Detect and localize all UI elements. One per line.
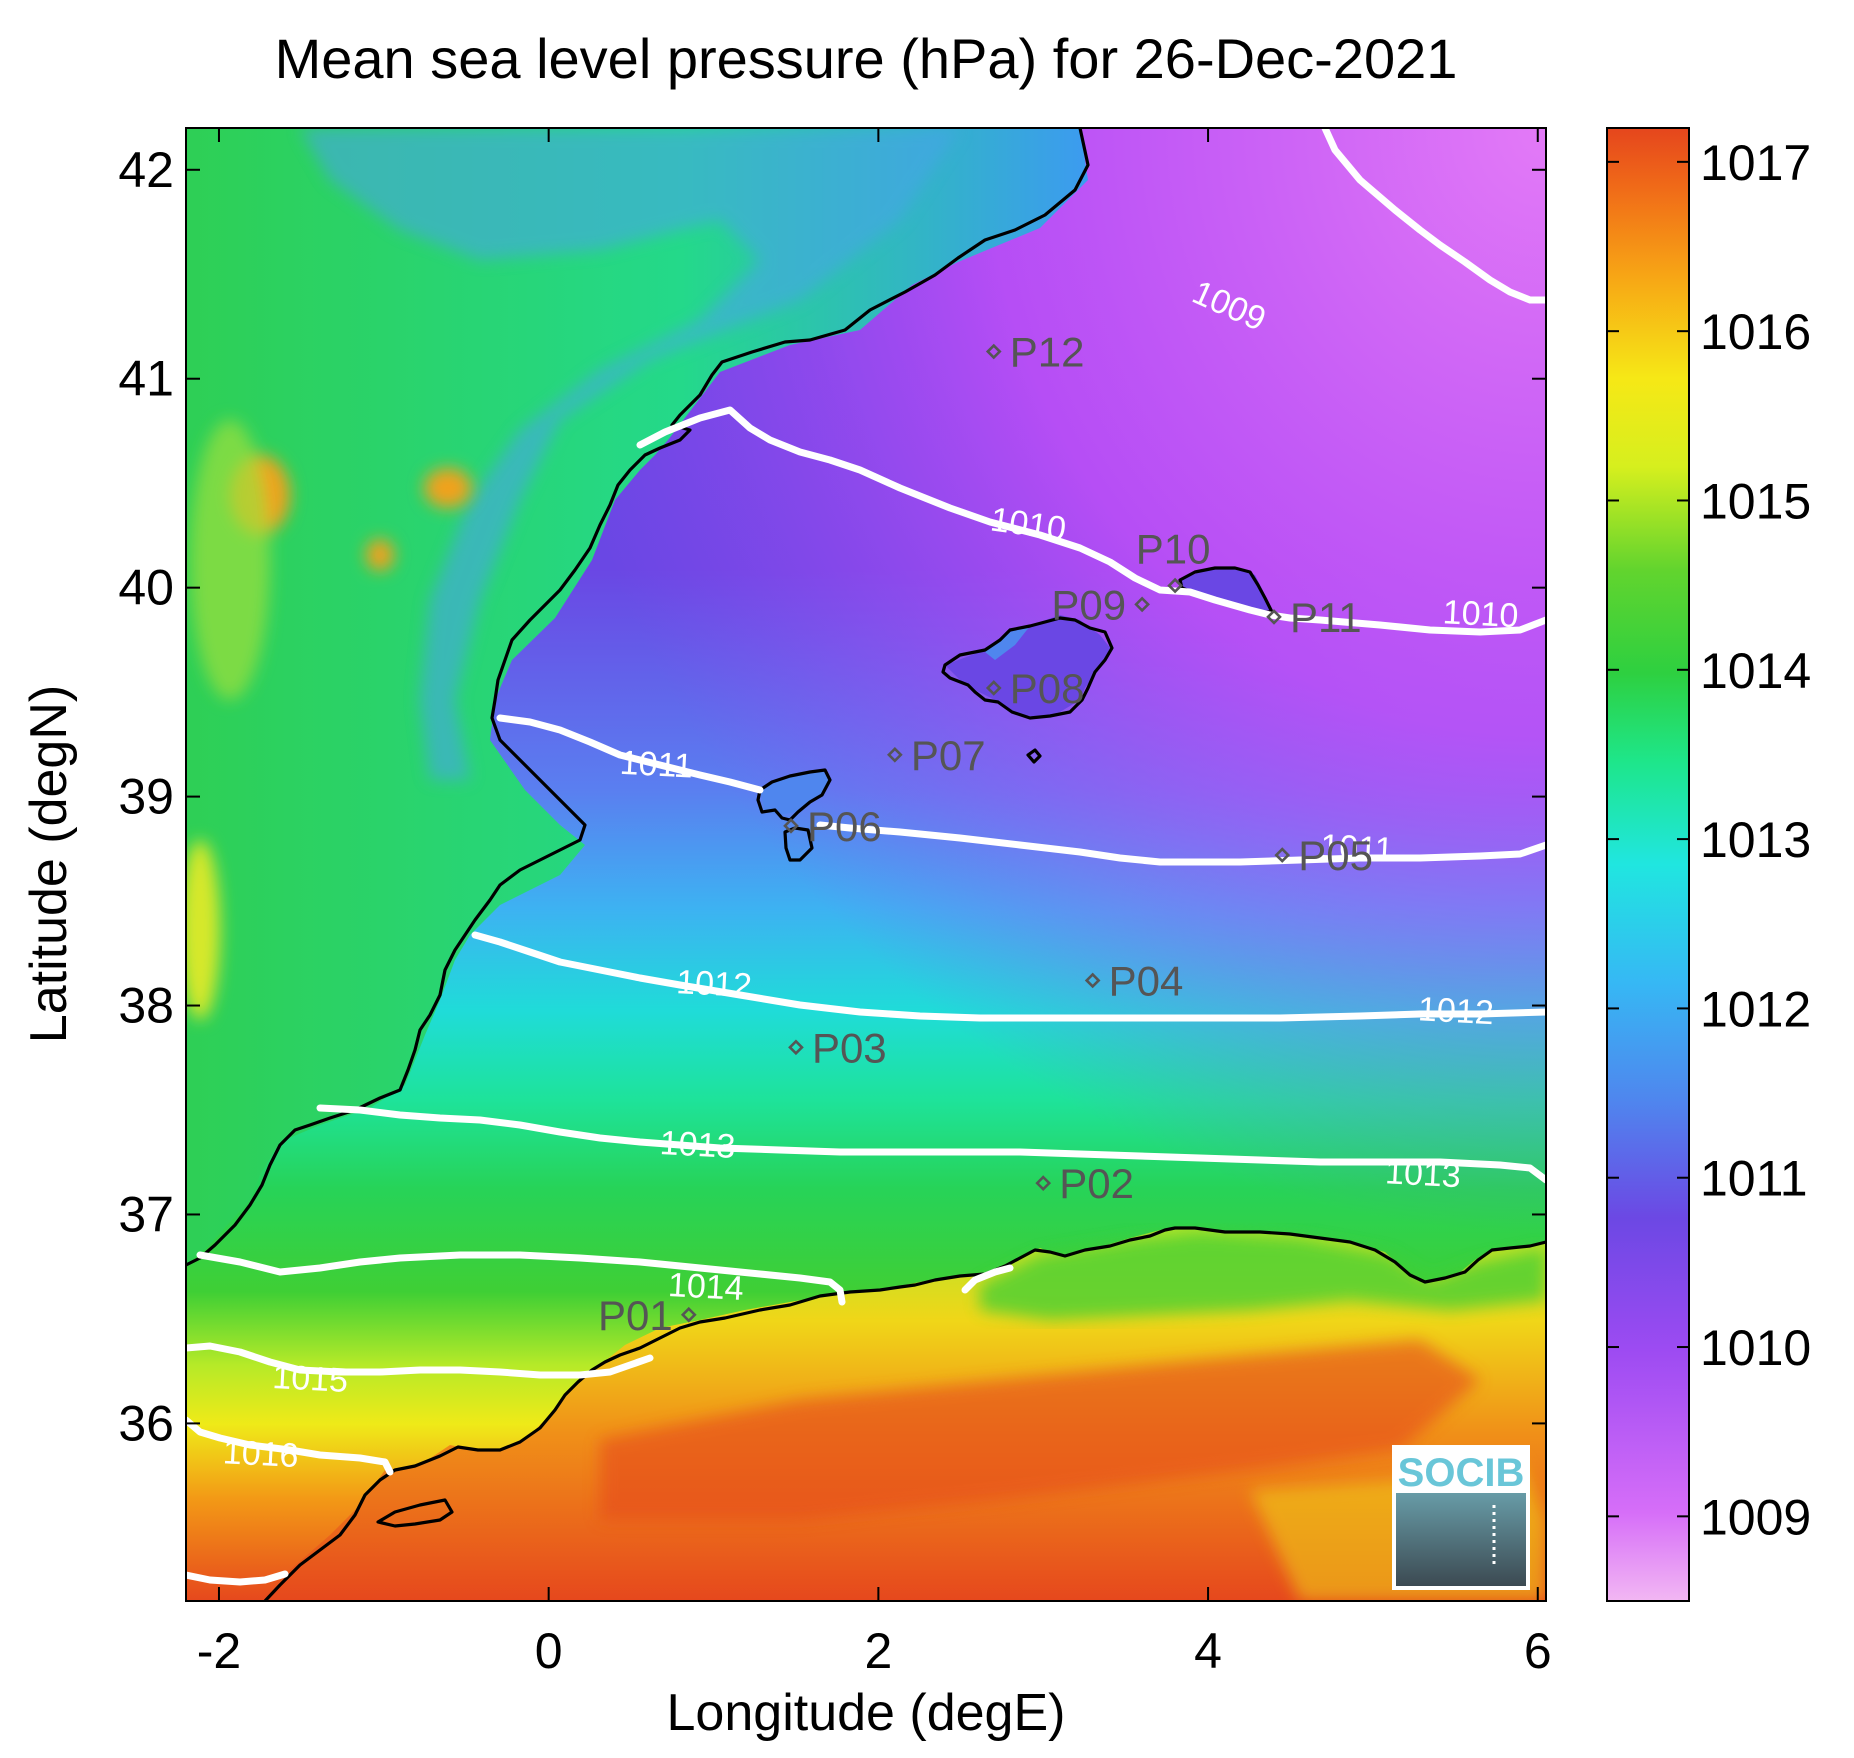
- cabrera-coastline: [1026, 748, 1042, 764]
- y-tick-label: 40: [118, 560, 174, 616]
- station-marker-p06: [783, 818, 799, 834]
- coastlines: [186, 128, 1546, 1601]
- station-marker-p01: [680, 1306, 697, 1323]
- x-tick-label: -2: [197, 1623, 241, 1679]
- colorbar-tick-label: 1009: [1700, 1489, 1811, 1545]
- isobar-label: 1012: [675, 963, 753, 1005]
- isobar-1009-line: [1321, 128, 1546, 304]
- colorbar-tick-label: 1012: [1700, 981, 1811, 1037]
- station-label-p12: P12: [1010, 329, 1085, 376]
- mallorca-fill: [945, 615, 1112, 718]
- station-label-p10: P10: [1136, 526, 1211, 573]
- y-tick-label: 39: [118, 769, 174, 825]
- station-marker-p12: [985, 343, 1002, 360]
- map-frame: [185, 127, 1547, 1602]
- iberia-land-fill: [186, 128, 1088, 1265]
- isobar-lines: [186, 128, 1546, 1586]
- y-axis: 36 37 38 39 40 41 42: [118, 142, 1546, 1451]
- station-label-p04: P04: [1109, 957, 1184, 1004]
- station-marker-p08: [985, 680, 1002, 696]
- north-africa-coastal-green: [980, 1232, 1546, 1320]
- x-axis-label: Longitude (degE): [667, 1684, 1066, 1742]
- alboran-island-coastline: [376, 1498, 454, 1528]
- isobar-label: 1013: [1384, 1153, 1462, 1195]
- station-label-p01: P01: [598, 1292, 673, 1339]
- x-axis: -2 0 2 4 6: [197, 128, 1552, 1679]
- colorbar-tick-label: 1017: [1700, 135, 1811, 191]
- colorbar-tick-label: 1016: [1700, 304, 1811, 360]
- colorbar-ticks: 1009 1010 1011 1012 1013 1014 1015 1016 1017: [1607, 135, 1811, 1545]
- station-marker-p05: [1274, 847, 1291, 863]
- isobar-1016-line: [186, 1416, 394, 1476]
- colorbar-tick-label: 1010: [1700, 1320, 1811, 1376]
- iberia-coastline: [186, 128, 1090, 1267]
- isobar-label: 1010: [1442, 593, 1520, 635]
- figure-title: Mean sea level pressure (hPa) for 26-Dec…: [275, 27, 1458, 90]
- colorbar: 1009 1010 1011 1012 1013 1014 1015 1016 1017: [1606, 127, 1811, 1602]
- station-label-p08: P08: [1010, 665, 1085, 712]
- isobar-label: 1012: [1417, 990, 1495, 1032]
- colorbar-tick-label: 1014: [1700, 643, 1811, 699]
- formentera-coastline: [783, 826, 814, 862]
- isobar-1015-line: [186, 1342, 654, 1379]
- map-panel: 1009101010101011101110121012101310131014…: [186, 128, 1546, 1601]
- y-tick-label: 38: [118, 978, 174, 1034]
- station-label-p06: P06: [807, 803, 882, 850]
- station-label-p02: P02: [1059, 1160, 1134, 1207]
- socib-logo-text: SOCIB: [1398, 1451, 1525, 1495]
- north-africa-coastline: [263, 1226, 1546, 1601]
- ibiza-coastline: [756, 768, 832, 822]
- isobar-label: 1011: [619, 744, 694, 786]
- station-label-p11: P11: [1290, 594, 1362, 641]
- iberia-high-spots: [186, 420, 472, 1020]
- station-marker-p04: [1084, 972, 1101, 989]
- x-tick-label: 2: [864, 1623, 892, 1679]
- socib-logo-header: [1396, 1449, 1526, 1493]
- menorca-fill: [1180, 568, 1270, 612]
- station-marker-p09: [1134, 596, 1150, 613]
- colorbar-tick-label: 1011: [1700, 1151, 1808, 1207]
- socib-logo: SOCIB: [1392, 1445, 1530, 1590]
- isobar-1010-line: [636, 406, 1546, 636]
- mallorca-highland: [985, 626, 1030, 660]
- x-tick-label: 0: [535, 1623, 563, 1679]
- isobar-label: 1011: [1319, 827, 1394, 869]
- y-axis-label: Latitude (degN): [20, 685, 78, 1043]
- isobar-1011-line: [496, 714, 1546, 866]
- y-tick-label: 37: [118, 1186, 174, 1242]
- isobar-label: 1016: [222, 1433, 300, 1475]
- x-tick-label: 6: [1524, 1623, 1552, 1679]
- station-marker-p07: [887, 746, 903, 763]
- isobar-label: 1013: [659, 1124, 737, 1166]
- station-marker-p02: [1035, 1175, 1052, 1191]
- y-tick-label: 41: [118, 351, 174, 407]
- isobar-label: 1014: [667, 1266, 745, 1308]
- y-tick-label: 36: [118, 1395, 174, 1451]
- station-marker-p03: [788, 1039, 804, 1056]
- station-marker-p10: [1167, 577, 1183, 594]
- station-label-p07: P07: [911, 732, 986, 779]
- colorbar-tick-label: 1015: [1700, 473, 1811, 529]
- isobar-1014-line: [196, 1251, 1014, 1306]
- isobar-1017-line: [186, 1570, 289, 1586]
- isobar-1013-line: [316, 1104, 1546, 1184]
- iberia-highland-blue: [300, 128, 960, 780]
- station-label-p09: P09: [1051, 581, 1126, 628]
- north-africa-red-ridges: [600, 1340, 1480, 1520]
- station-marker-p11: [1266, 609, 1282, 625]
- station-label-p05: P05: [1298, 832, 1373, 879]
- mallorca-coastline: [941, 616, 1114, 720]
- colorbar-gradient: [1606, 127, 1690, 1602]
- isobar-1012-line: [471, 931, 1546, 1022]
- y-tick-label: 42: [118, 142, 174, 198]
- colorbar-tick-label: 1013: [1700, 812, 1811, 868]
- isobar-label: 1015: [271, 1358, 349, 1400]
- station-label-p03: P03: [812, 1024, 887, 1071]
- x-tick-label: 4: [1194, 1623, 1222, 1679]
